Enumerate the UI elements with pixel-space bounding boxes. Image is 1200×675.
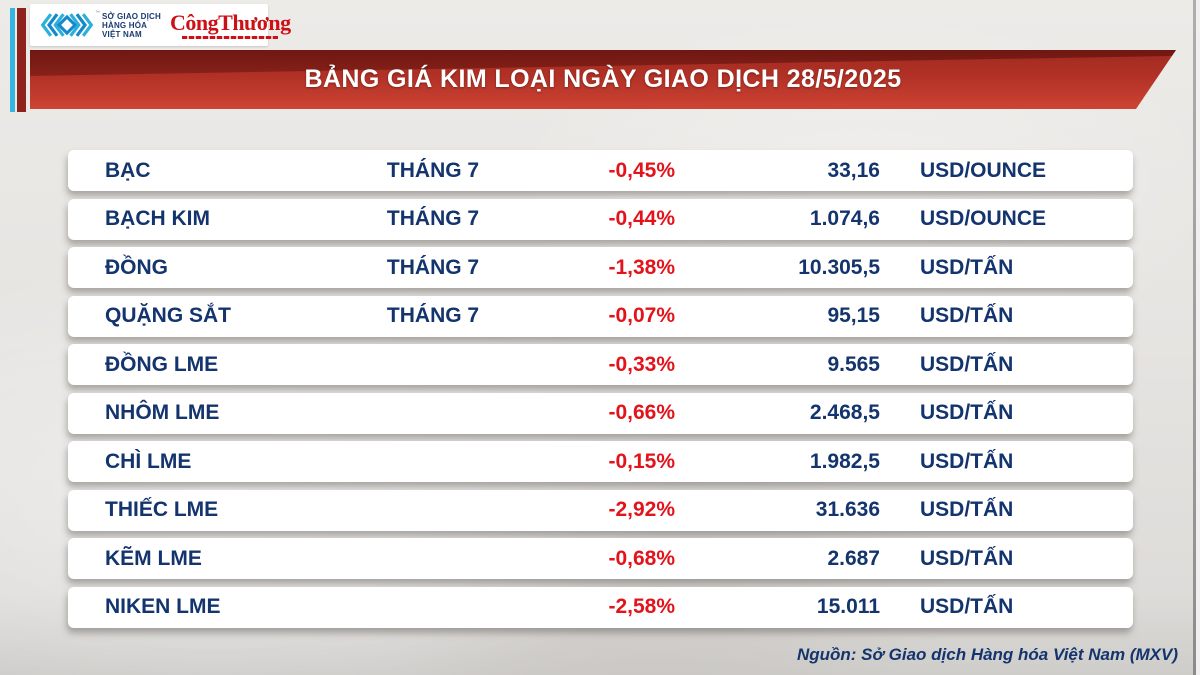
congthuong-tagline-bar <box>182 35 279 39</box>
percent-change: -0,44% <box>608 207 675 230</box>
price-value: 2.468,5 <box>809 401 880 424</box>
percent-change: -0,33% <box>608 352 675 376</box>
price-value: 31.636 <box>815 498 880 521</box>
price-unit: USD/TẤN <box>920 352 1014 376</box>
price-value: 10.305,5 <box>798 255 880 279</box>
table-row: THIẾC LME -2,92% 31.636 USD/TẤN <box>68 489 1133 531</box>
percent-change: -1,38% <box>608 255 675 279</box>
percent-change: -0,07% <box>608 304 675 327</box>
table-row: ĐỒNG THÁNG 7 -1,38% 10.305,5 USD/TẤN <box>68 247 1133 288</box>
price-value: 2.687 <box>827 546 880 570</box>
contract-month: THÁNG 7 <box>386 158 480 182</box>
table-row: QUẶNG SẮT THÁNG 7 -0,07% 95,15 USD/TẤN <box>68 295 1133 337</box>
percent-change: -0,45% <box>608 158 675 182</box>
contract-month: THÁNG 7 <box>386 304 480 327</box>
metal-name: ĐỒNG <box>105 255 168 279</box>
price-value: 1.074,6 <box>809 207 880 230</box>
mxv-logo-text: SỞ GIAO DỊCH HÀNG HÓA VIỆT NAM <box>102 12 161 39</box>
title-banner: BẢNG GIÁ KIM LOẠI NGÀY GIAO DỊCH 28/5/20… <box>30 50 1176 109</box>
price-unit: USD/TẤN <box>920 449 1014 473</box>
metal-name: BẠC <box>105 158 151 182</box>
metal-name: QUẶNG SẮT <box>105 304 231 327</box>
price-unit: USD/OUNCE <box>920 158 1047 182</box>
price-table: BẠC THÁNG 7 -0,45% 33,16 USD/OUNCE BẠCH … <box>68 150 1133 628</box>
price-unit: USD/TẤN <box>920 255 1014 279</box>
percent-change: -0,66% <box>608 401 675 424</box>
percent-change: -2,92% <box>608 498 675 521</box>
congthuong-logo: CôngThương <box>170 9 291 39</box>
left-accent-bar-maroon <box>17 8 26 112</box>
table-row: KẼM LME -0,68% 2.687 USD/TẤN <box>68 538 1133 579</box>
mxv-name-line1: SỞ GIAO DỊCH <box>102 11 162 21</box>
percent-change: -2,58% <box>608 595 675 618</box>
mxv-logo-icon <box>40 13 94 37</box>
slide-right-edge-shadow <box>1193 0 1196 675</box>
table-row: CHÌ LME -0,15% 1.982,5 USD/TẤN <box>68 441 1133 482</box>
price-unit: USD/TẤN <box>920 401 1014 424</box>
congthuong-wordmark: CôngThương <box>170 9 291 35</box>
percent-change: -0,15% <box>608 449 675 473</box>
slide-right-edge-light <box>1196 0 1200 675</box>
metal-name: ĐỒNG LME <box>105 352 219 376</box>
metal-name: NHÔM LME <box>105 401 220 424</box>
left-accent-bar-cyan <box>10 8 15 112</box>
mxv-trademark: ™ <box>95 10 100 16</box>
price-value: 15.011 <box>816 595 880 618</box>
price-unit: USD/TẤN <box>920 498 1014 521</box>
price-unit: USD/OUNCE <box>920 207 1047 230</box>
source-credit: Nguồn: Sở Giao dịch Hàng hóa Việt Nam (M… <box>796 645 1178 664</box>
mxv-name-line2: HÀNG HÓA <box>102 20 148 30</box>
table-row: ĐỒNG LME -0,33% 9.565 USD/TẤN <box>68 344 1133 385</box>
table-row: NHÔM LME -0,66% 2.468,5 USD/TẤN <box>68 392 1133 434</box>
page-title: BẢNG GIÁ KIM LOẠI NGÀY GIAO DỊCH 28/5/20… <box>304 65 902 93</box>
contract-month: THÁNG 7 <box>386 207 480 230</box>
price-value: 1.982,5 <box>809 449 880 473</box>
metal-name: CHÌ LME <box>105 449 192 473</box>
metal-name: KẼM LME <box>105 546 202 570</box>
price-value: 95,15 <box>827 304 880 327</box>
price-value: 9.565 <box>827 352 880 376</box>
percent-change: -0,68% <box>608 546 675 570</box>
contract-month: THÁNG 7 <box>386 255 480 279</box>
logo-box: ™ SỞ GIAO DỊCH HÀNG HÓA VIỆT NAM CôngThư… <box>30 4 291 46</box>
table-row: BẠCH KIM THÁNG 7 -0,44% 1.074,6 USD/OUNC… <box>68 198 1133 240</box>
metal-name: NIKEN LME <box>105 595 221 618</box>
price-unit: USD/TẤN <box>920 546 1014 570</box>
price-value: 33,16 <box>827 158 880 182</box>
price-unit: USD/TẤN <box>920 304 1014 327</box>
metal-name: BẠCH KIM <box>105 207 210 230</box>
table-row: BẠC THÁNG 7 -0,45% 33,16 USD/OUNCE <box>68 150 1133 191</box>
metal-name: THIẾC LME <box>105 498 219 521</box>
table-row: NIKEN LME -2,58% 15.011 USD/TẤN <box>68 586 1133 628</box>
price-unit: USD/TẤN <box>920 595 1014 618</box>
mxv-name-line3: VIỆT NAM <box>102 29 142 39</box>
